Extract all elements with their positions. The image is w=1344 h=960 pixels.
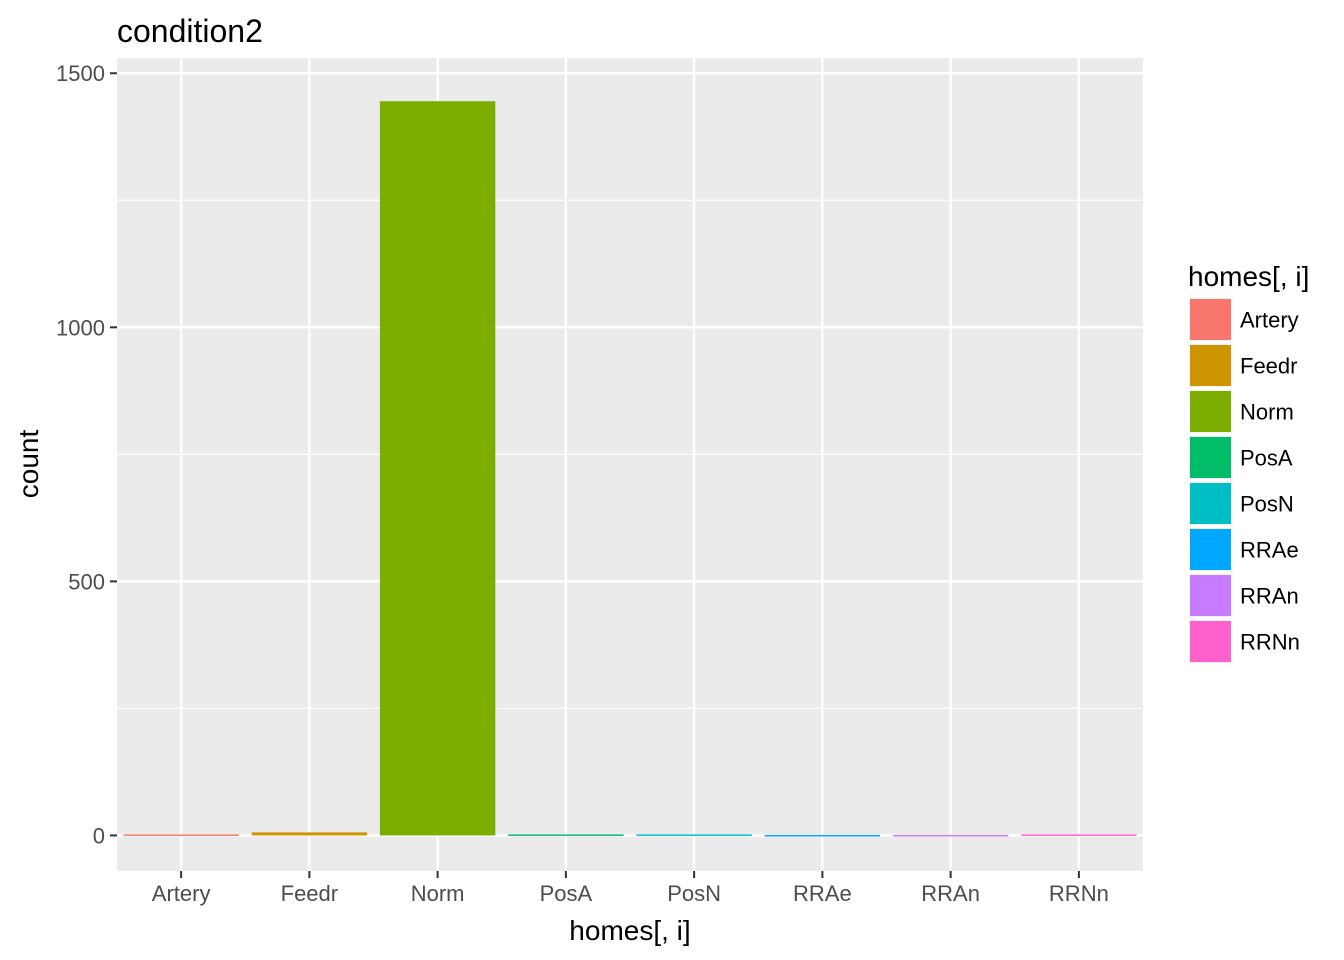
chart-title: condition2 <box>117 13 263 49</box>
y-axis-title: count <box>13 430 44 499</box>
bar-feedr <box>251 832 368 836</box>
x-tick-label: PosN <box>667 881 721 906</box>
legend-swatch <box>1190 299 1231 340</box>
legend-swatch <box>1190 483 1231 524</box>
plot-panel <box>117 58 1143 871</box>
x-tick-label: Norm <box>411 881 465 906</box>
x-tick-label: PosA <box>540 881 593 906</box>
x-tick-label: Artery <box>152 881 211 906</box>
bar-rrae <box>764 834 881 837</box>
legend-swatch <box>1190 391 1231 432</box>
x-tick-label: RRAn <box>921 881 980 906</box>
legend-label: Artery <box>1240 308 1299 333</box>
x-tick-label: RRAe <box>793 881 852 906</box>
legend-swatch <box>1190 621 1231 662</box>
bar-rran <box>892 834 1009 837</box>
y-tick-label: 0 <box>93 823 105 848</box>
y-tick-label: 1500 <box>56 61 105 86</box>
legend-label: RRAe <box>1240 538 1299 563</box>
legend-label: Feedr <box>1240 354 1297 379</box>
legend-swatch <box>1190 575 1231 616</box>
legend-label: PosN <box>1240 492 1294 517</box>
legend-swatch <box>1190 437 1231 478</box>
major-gridlines <box>117 58 1143 871</box>
bar-posa <box>508 834 624 836</box>
bar-posn <box>636 834 752 836</box>
legend-title: homes[, i] <box>1188 261 1309 292</box>
y-axis: 0 500 1000 1500 <box>56 61 117 848</box>
legend: homes[, i] Artery Feedr Norm PosA PosN RRAe RR… <box>1188 261 1309 663</box>
x-tick-label: Feedr <box>281 881 338 906</box>
bars <box>123 101 1137 837</box>
y-tick-label: 1000 <box>56 315 105 340</box>
bar-norm <box>379 101 496 836</box>
legend-label: Norm <box>1240 400 1294 425</box>
legend-swatch <box>1190 345 1231 386</box>
bar-rrnn <box>1021 834 1137 836</box>
bar-artery <box>123 834 239 836</box>
legend-label: RRAn <box>1240 584 1299 609</box>
legend-label: RRNn <box>1240 630 1300 655</box>
legend-label: PosA <box>1240 446 1293 471</box>
x-axis: Artery Feedr Norm PosA PosN RRAe RRAn RRNn <box>152 871 1109 906</box>
y-tick-label: 500 <box>68 569 105 594</box>
legend-swatch <box>1190 529 1231 570</box>
minor-gridlines <box>117 199 1143 710</box>
x-axis-title: homes[, i] <box>569 915 690 946</box>
x-tick-label: RRNn <box>1049 881 1109 906</box>
